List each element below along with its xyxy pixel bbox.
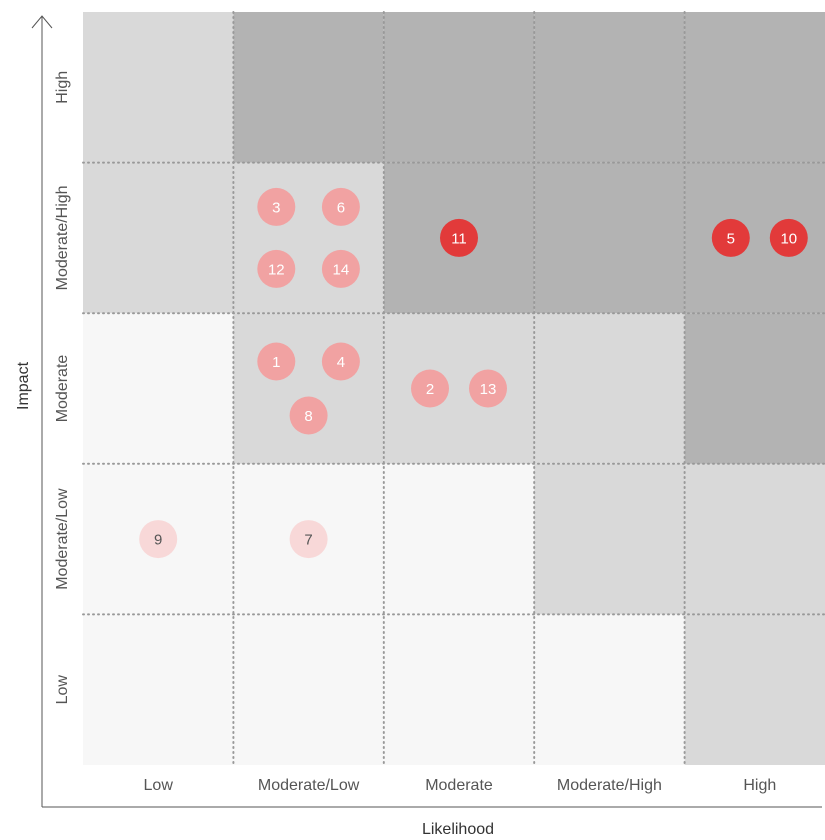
matrix-gridlines [82, 11, 825, 766]
risk-marker-3[interactable]: 3 [257, 187, 296, 226]
cell-moderate-impact-low-likelihood [83, 313, 234, 464]
x-tick-label: High [743, 777, 776, 794]
risk-marker-label: 5 [727, 230, 735, 247]
risk-marker-label: 9 [154, 532, 162, 549]
x-tick-label: Moderate/Low [258, 777, 360, 794]
y-axis-arrowhead-icon [31, 15, 53, 29]
cell-high-impact-moderate-likelihood [383, 12, 535, 163]
risk-marker-circle [711, 218, 750, 257]
y-tick-label: Moderate/High [54, 185, 71, 290]
cell-moderate-high-impact-moderate-low-likelihood [233, 162, 384, 314]
cell-moderate-low-impact-high-likelihood [684, 463, 825, 615]
axes [31, 15, 822, 808]
x-axis-title: Likelihood [422, 821, 494, 838]
risk-marker-8[interactable]: 8 [289, 396, 328, 435]
risk-marker-6[interactable]: 6 [321, 187, 360, 226]
risk-marker-11[interactable]: 11 [440, 218, 478, 257]
cell-low-impact-moderate-low-likelihood [233, 614, 384, 765]
y-tick-label: Moderate/Low [54, 488, 71, 590]
risk-marker-circle [289, 520, 328, 559]
risk-marker-10[interactable]: 10 [769, 218, 808, 257]
risk-marker-label: 10 [780, 230, 797, 247]
y-axis-title: Impact [15, 361, 32, 410]
risk-marker-label: 1 [272, 354, 280, 371]
risk-marker-4[interactable]: 4 [321, 342, 360, 381]
risk-marker-circle [321, 249, 360, 288]
y-tick-label: Low [54, 675, 71, 705]
risk-marker-circle [257, 342, 296, 381]
risk-marker-14[interactable]: 14 [321, 249, 360, 288]
cell-low-impact-moderate-high-likelihood [534, 614, 685, 765]
risk-marker-label: 2 [426, 381, 434, 398]
risk-marker-circle [321, 187, 360, 226]
x-tick-label: Low [144, 777, 174, 794]
risk-marker-label: 4 [337, 354, 345, 371]
cell-moderate-impact-high-likelihood [684, 313, 825, 464]
risk-marker-label: 7 [304, 532, 312, 549]
risk-marker-label: 8 [304, 408, 312, 425]
y-tick-label: High [54, 71, 71, 104]
risk-marker-circle [139, 520, 178, 559]
x-tick-label: Moderate [425, 777, 493, 794]
risk-marker-2[interactable]: 2 [411, 369, 449, 408]
tick-labels: Low Moderate/Low Moderate Moderate/High High… [54, 71, 776, 794]
cell-moderate-high-impact-moderate-high-likelihood [534, 162, 685, 314]
risk-marker-circle [411, 369, 449, 408]
risk-marker-label: 3 [272, 199, 280, 216]
risk-marker-label: 13 [480, 381, 497, 398]
cell-low-impact-moderate-likelihood [383, 614, 535, 765]
risk-marker-label: 12 [268, 261, 285, 278]
risk-marker-1[interactable]: 1 [257, 342, 296, 381]
cell-high-impact-high-likelihood [684, 12, 825, 163]
cell-high-impact-low-likelihood [83, 12, 234, 163]
cell-moderate-impact-moderate-low-likelihood [233, 313, 384, 464]
risk-marker-circle [257, 249, 296, 288]
cell-high-impact-moderate-high-likelihood [534, 12, 685, 163]
risk-marker-circle [321, 342, 360, 381]
x-tick-label: Moderate/High [557, 777, 662, 794]
cell-moderate-low-impact-moderate-high-likelihood [534, 463, 685, 615]
risk-marker-5[interactable]: 5 [711, 218, 750, 257]
cell-moderate-impact-moderate-high-likelihood [534, 313, 685, 464]
cell-high-impact-moderate-low-likelihood [233, 12, 384, 163]
risk-marker-label: 14 [333, 261, 350, 278]
risk-marker-9[interactable]: 9 [139, 520, 178, 559]
cell-moderate-impact-moderate-likelihood [383, 313, 535, 464]
risk-marker-circle [289, 396, 328, 435]
cell-low-impact-low-likelihood [83, 614, 234, 765]
risk-marker-circle [257, 187, 296, 226]
cell-low-impact-high-likelihood [684, 614, 825, 765]
risk-marker-label: 6 [337, 199, 345, 216]
risk-marker-12[interactable]: 12 [257, 249, 296, 288]
risk-marker-circle [769, 218, 808, 257]
risk-marker-label: 11 [451, 230, 467, 247]
y-tick-label: Moderate [54, 355, 71, 423]
matrix-cells [83, 12, 825, 765]
risk-marker-circle [469, 369, 507, 408]
cell-moderate-high-impact-low-likelihood [83, 162, 234, 314]
cell-moderate-low-impact-moderate-likelihood [383, 463, 535, 615]
risk-marker-circle [440, 218, 478, 257]
risk-marker-7[interactable]: 7 [289, 520, 328, 559]
risk-marker-13[interactable]: 13 [469, 369, 507, 408]
